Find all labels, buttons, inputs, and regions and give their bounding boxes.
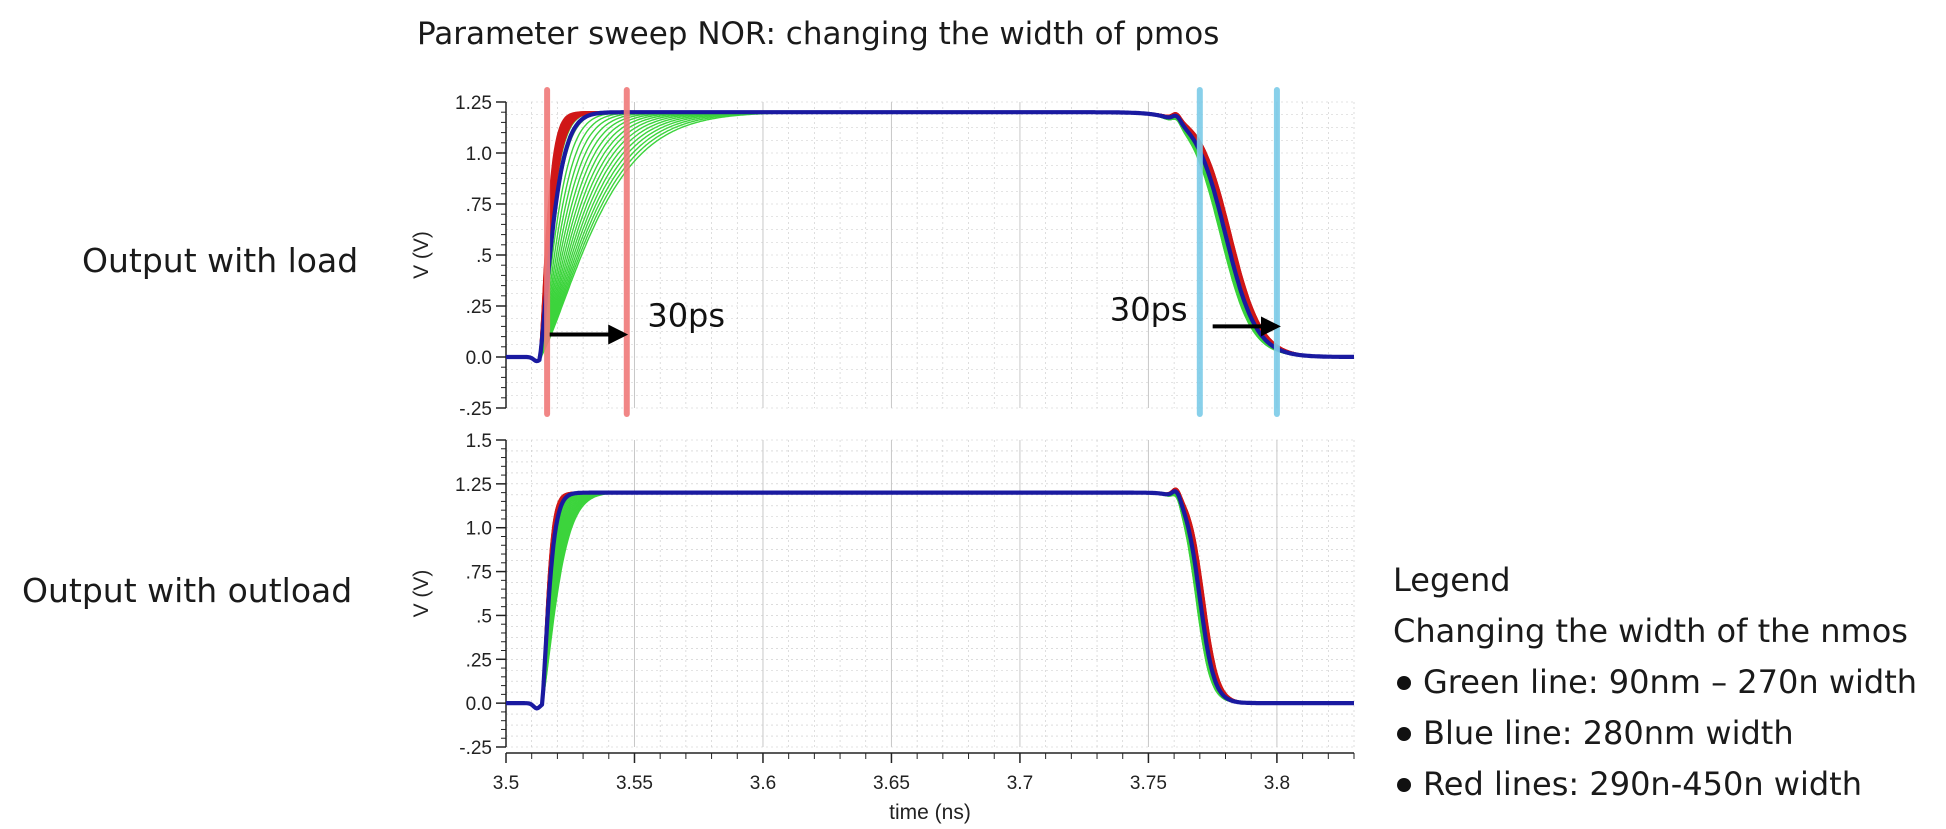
legend-subheading: Changing the width of the nmos <box>1393 612 1908 650</box>
red-series-line <box>506 487 1354 710</box>
y-tick-label: .75 <box>466 563 492 584</box>
chart-panel-1: 1.25 1.0 .75 .5 .25 0.0 -.25 V (V) 30ps 30ps <box>410 87 1355 420</box>
green-series-line <box>506 491 1354 710</box>
waveform-group <box>506 110 1354 364</box>
legend-item-red: Red lines: 290n-450n width <box>1393 759 1917 810</box>
x-tick-label: 3.5 <box>493 773 519 794</box>
green-series-line <box>506 491 1354 710</box>
red-series-line <box>506 488 1354 710</box>
green-series-line <box>506 491 1354 710</box>
green-series-line <box>506 491 1354 710</box>
y-tick-label: -.25 <box>459 738 492 759</box>
green-series-line <box>506 491 1354 710</box>
row-label-with-outload: Output with outload <box>22 571 353 610</box>
legend-item-label: Green line: 90nm – 270n width <box>1423 663 1918 701</box>
x-tick-label: 3.65 <box>873 773 910 794</box>
red-series-line <box>506 487 1354 710</box>
red-series-line <box>506 488 1354 710</box>
y-tick-label: .5 <box>476 246 492 267</box>
red-series-line <box>506 488 1354 710</box>
green-series-line <box>506 491 1354 710</box>
y-axis-title: V (V) <box>410 231 433 279</box>
legend-item-blue: Blue line: 280nm width <box>1393 708 1917 759</box>
x-axis-title: time (ns) <box>889 801 971 824</box>
red-series-line <box>506 487 1354 710</box>
red-series-line <box>506 488 1354 710</box>
x-tick-label: 3.75 <box>1130 773 1167 794</box>
x-tick-label: 3.6 <box>750 773 776 794</box>
y-tick-label: .25 <box>466 297 492 318</box>
green-series-line <box>506 491 1354 710</box>
green-series-line <box>506 491 1354 710</box>
green-series-line <box>506 491 1354 710</box>
chart-title: Parameter sweep NOR: changing the width … <box>417 16 1220 52</box>
bullet-icon <box>1397 675 1411 690</box>
chart-panel-2: 1.5 1.25 1.0 .75 .5 .25 0.0 -.253.5 3.55 3.6 3.65 3… <box>410 431 1355 824</box>
red-series-line <box>506 488 1354 710</box>
red-series-line <box>506 488 1354 710</box>
green-series-line <box>506 491 1354 710</box>
annotation-label: 30ps <box>1110 290 1188 328</box>
legend-item-label: Blue line: 280nm width <box>1423 714 1794 752</box>
legend: Legend Changing the width of the nmos Gr… <box>1393 555 1917 810</box>
y-tick-label: 1.0 <box>466 519 492 540</box>
green-series-line <box>506 491 1354 710</box>
red-series-line <box>506 487 1354 710</box>
y-tick-label: 1.25 <box>455 93 492 114</box>
green-series-line <box>506 491 1354 710</box>
red-series-line <box>506 488 1354 710</box>
green-series-line <box>506 491 1354 710</box>
y-tick-label: 1.0 <box>466 144 492 165</box>
green-series-line <box>506 491 1354 710</box>
red-series-line <box>506 487 1354 710</box>
green-series-line <box>506 491 1354 710</box>
x-tick-label: 3.8 <box>1264 773 1290 794</box>
y-tick-label: .25 <box>466 650 492 671</box>
bullet-icon <box>1397 726 1411 741</box>
legend-heading: Legend <box>1393 561 1511 599</box>
red-series-line <box>506 488 1354 710</box>
legend-item-label: Red lines: 290n-450n width <box>1423 765 1862 803</box>
green-series-line <box>506 491 1354 710</box>
y-axis-title: V (V) <box>410 570 433 618</box>
y-tick-label: 0.0 <box>466 694 492 715</box>
green-series-line <box>506 491 1354 710</box>
y-tick-label: .75 <box>466 195 492 216</box>
y-tick-label: 1.25 <box>455 475 492 496</box>
x-tick-label: 3.55 <box>616 773 653 794</box>
blue-series-line <box>506 489 1354 711</box>
row-label-with-load: Output with load <box>82 241 359 280</box>
legend-item-green: Green line: 90nm – 270n width <box>1393 657 1917 708</box>
y-tick-label: 1.5 <box>466 431 492 452</box>
y-tick-label: 0.0 <box>466 348 492 369</box>
y-tick-label: .5 <box>476 606 492 627</box>
annotation-label: 30ps <box>647 296 725 334</box>
blue-series-line <box>506 110 1354 364</box>
y-tick-label: -.25 <box>459 399 492 420</box>
red-series-line <box>506 487 1354 710</box>
waveform-group <box>506 487 1354 711</box>
x-tick-label: 3.7 <box>1007 773 1033 794</box>
green-series-line <box>506 491 1354 710</box>
red-series-line <box>506 488 1354 710</box>
bullet-icon <box>1397 777 1411 792</box>
red-series-line <box>506 487 1354 710</box>
red-series-line <box>506 488 1354 710</box>
green-series-line <box>506 491 1354 710</box>
